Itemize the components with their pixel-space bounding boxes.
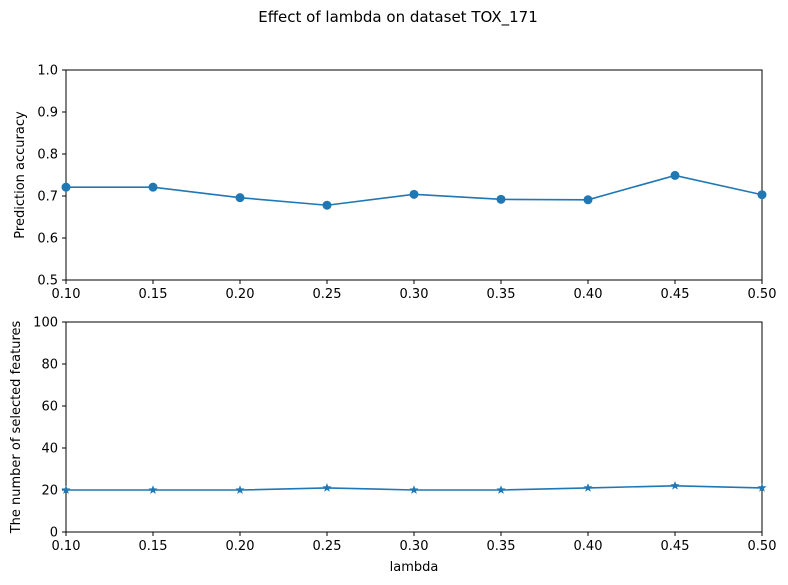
features-y-axis-label: The number of selected features bbox=[9, 320, 24, 534]
features-y-tick-label: 40 bbox=[41, 442, 58, 457]
accuracy-subplot: 0.10 0.15 0.20 0.25 0.30 0.35 0.40 0.45 0.50 0.5 0… bbox=[13, 64, 776, 303]
accuracy-y-axis-label: Prediction accuracy bbox=[13, 111, 28, 239]
accuracy-data-point bbox=[61, 182, 71, 192]
features-x-tick-label: 0.15 bbox=[139, 539, 168, 554]
features-data-point bbox=[322, 483, 332, 492]
accuracy-data-point bbox=[409, 189, 419, 199]
features-x-tick-label: 0.35 bbox=[487, 539, 516, 554]
accuracy-data-point bbox=[670, 170, 680, 180]
accuracy-data-point bbox=[757, 190, 767, 200]
features-y-tick-label: 80 bbox=[41, 358, 58, 373]
accuracy-data-point bbox=[583, 195, 593, 205]
features-x-tick-label: 0.45 bbox=[661, 539, 690, 554]
accuracy-x-tick-label: 0.35 bbox=[487, 287, 516, 302]
features-x-tick-label: 0.30 bbox=[400, 539, 429, 554]
accuracy-x-tick-label: 0.40 bbox=[574, 287, 603, 302]
features-data-point bbox=[496, 485, 506, 494]
accuracy-axes-frame bbox=[65, 69, 763, 281]
features-y-tick-label: 0 bbox=[50, 526, 58, 541]
features-x-tick-label: 0.10 bbox=[52, 539, 81, 554]
accuracy-y-tick-label: 0.9 bbox=[37, 106, 58, 121]
accuracy-data-point bbox=[235, 193, 245, 203]
features-x-axis-label: lambda bbox=[390, 560, 439, 575]
features-axes-frame bbox=[65, 321, 763, 533]
feature-count-subplot: 0.10 0.15 0.20 0.25 0.30 0.35 0.40 0.45 0.50 0 20 4… bbox=[9, 316, 776, 576]
accuracy-x-tick-label: 0.45 bbox=[661, 287, 690, 302]
accuracy-data-point bbox=[496, 194, 506, 204]
accuracy-y-tick-label: 0.8 bbox=[37, 148, 58, 163]
features-x-tick-label: 0.40 bbox=[574, 539, 603, 554]
figure-title: Effect of lambda on dataset TOX_171 bbox=[258, 8, 538, 27]
features-data-point bbox=[670, 481, 680, 490]
features-x-tick-label: 0.25 bbox=[313, 539, 342, 554]
accuracy-x-tick-label: 0.25 bbox=[313, 287, 342, 302]
features-data-point bbox=[61, 485, 71, 494]
accuracy-x-tick-label: 0.15 bbox=[139, 287, 168, 302]
features-x-tick-label: 0.50 bbox=[748, 539, 777, 554]
accuracy-data-point bbox=[148, 182, 158, 192]
accuracy-x-tick-label: 0.10 bbox=[52, 287, 81, 302]
features-data-point bbox=[757, 483, 767, 492]
accuracy-y-tick-label: 1.0 bbox=[37, 64, 58, 79]
features-data-point bbox=[409, 485, 419, 494]
features-data-point bbox=[148, 485, 158, 494]
accuracy-y-tick-label: 0.5 bbox=[37, 274, 58, 289]
features-y-tick-label: 20 bbox=[41, 484, 58, 499]
accuracy-x-tick-label: 0.20 bbox=[226, 287, 255, 302]
accuracy-x-tick-label: 0.50 bbox=[748, 287, 777, 302]
features-data-point bbox=[235, 485, 245, 494]
features-x-tick-label: 0.20 bbox=[226, 539, 255, 554]
accuracy-y-tick-label: 0.6 bbox=[37, 232, 58, 247]
features-data-point bbox=[583, 483, 593, 492]
features-y-tick-label: 60 bbox=[41, 400, 58, 415]
accuracy-x-tick-label: 0.30 bbox=[400, 287, 429, 302]
accuracy-y-tick-label: 0.7 bbox=[37, 190, 58, 205]
accuracy-data-point bbox=[322, 200, 332, 210]
features-y-tick-label: 100 bbox=[33, 316, 58, 331]
